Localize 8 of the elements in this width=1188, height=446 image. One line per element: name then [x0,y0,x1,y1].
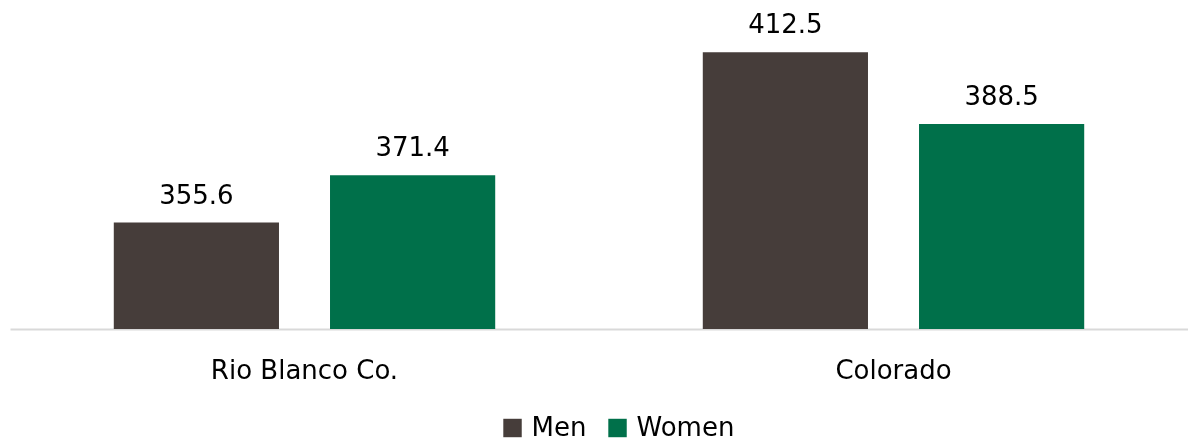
legend-label: Men [531,412,587,442]
data-label: 371.4 [375,132,450,163]
x-tick-label: Rio Blanco Co. [210,354,399,385]
x-tick-label: Colorado [835,354,952,385]
data-label: 388.5 [964,81,1039,112]
data-label: 355.6 [159,179,234,210]
legend-label: Women [636,412,735,442]
data-label: 412.5 [748,9,823,40]
